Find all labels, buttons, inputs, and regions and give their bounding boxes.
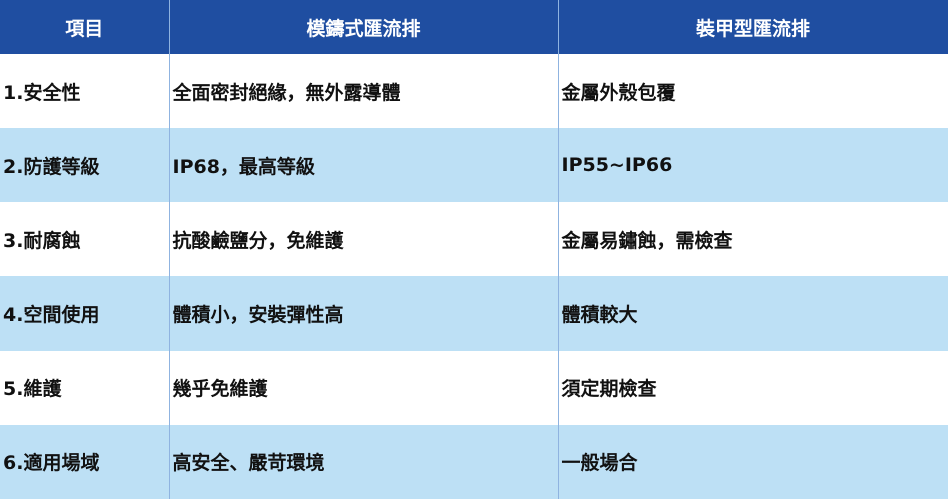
table-cell: 6.適用場域	[0, 424, 170, 499]
table-cell: 須定期檢查	[558, 350, 948, 425]
table-cell: 金屬外殼包覆	[558, 54, 948, 129]
table-row: 2.防護等級 IP68，最高等級 IP55~IP66	[0, 128, 948, 203]
table-cell: 金屬易鏽蝕，需檢查	[558, 202, 948, 277]
table-row: 5.維護 幾乎免維護 須定期檢查	[0, 350, 948, 425]
table-cell: 全面密封絕緣，無外露導體	[169, 54, 559, 129]
table-cell: 高安全、嚴苛環境	[169, 424, 559, 499]
table-cell: IP55~IP66	[558, 128, 948, 203]
table-body: 1.安全性 全面密封絕緣，無外露導體 金屬外殼包覆 2.防護等級 IP68，最高等級 IP…	[0, 54, 948, 499]
table-cell: 3.耐腐蝕	[0, 202, 170, 277]
table-cell: 5.維護	[0, 350, 170, 425]
table-cell: 體積較大	[558, 276, 948, 351]
table-cell: 幾乎免維護	[169, 350, 559, 425]
table-cell: 2.防護等級	[0, 128, 170, 203]
table-cell: IP68，最高等級	[169, 128, 559, 203]
table-row: 6.適用場域 高安全、嚴苛環境 一般場合	[0, 424, 948, 499]
table-row: 3.耐腐蝕 抗酸鹼鹽分，免維護 金屬易鏽蝕，需檢查	[0, 202, 948, 277]
table-cell: 抗酸鹼鹽分，免維護	[169, 202, 559, 277]
table-cell: 體積小，安裝彈性高	[169, 276, 559, 351]
header-cell: 項目	[0, 0, 170, 54]
table-cell: 4.空間使用	[0, 276, 170, 351]
header-cell: 模鑄式匯流排	[169, 0, 559, 54]
table-cell: 1.安全性	[0, 54, 170, 129]
header-cell: 裝甲型匯流排	[558, 0, 948, 54]
header-row: 項目 模鑄式匯流排 裝甲型匯流排	[0, 0, 948, 54]
table-row: 1.安全性 全面密封絕緣，無外露導體 金屬外殼包覆	[0, 54, 948, 129]
table-cell: 一般場合	[558, 424, 948, 499]
table-row: 4.空間使用 體積小，安裝彈性高 體積較大	[0, 276, 948, 351]
